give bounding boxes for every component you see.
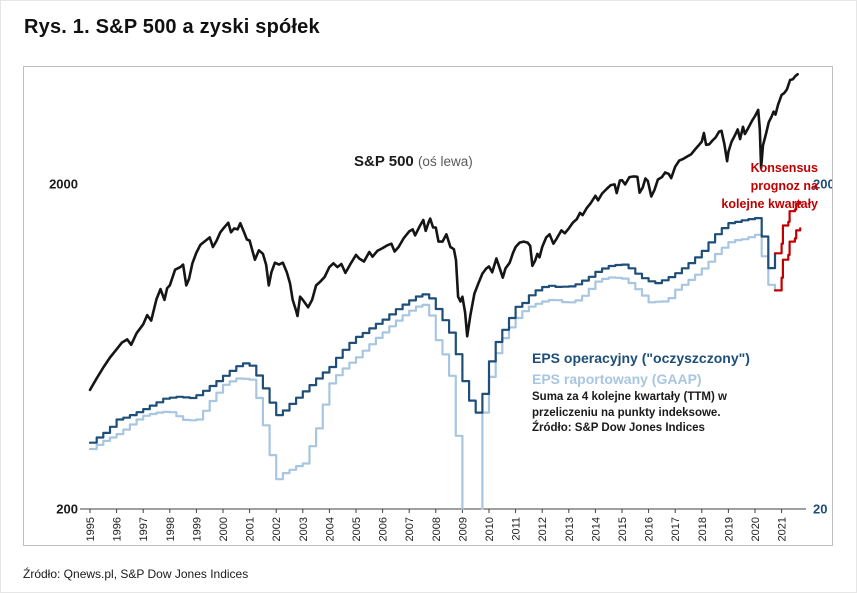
x-axis-tick-label: 2010 <box>484 517 496 541</box>
y-axis-right-label: 200 <box>813 177 832 192</box>
series-line-eps-3 <box>773 200 802 255</box>
series-group <box>88 73 802 510</box>
sp500-series-label: S&P 500 (oś lewa) <box>354 153 473 170</box>
x-axis-tick-label: 2000 <box>218 517 230 541</box>
consensus-annotation: Konsensus prognoz na kolejne kwartały <box>721 159 818 213</box>
x-axis-tick-label: 2018 <box>697 517 709 541</box>
x-axis-tick-label: 1996 <box>112 517 124 541</box>
series-line-sp500 <box>88 73 799 392</box>
series-line-eps-4 <box>773 227 802 292</box>
y-axis-right-label: 20 <box>813 502 827 517</box>
eps-reported-label: EPS raportowany (GAAP) <box>532 371 702 387</box>
series-line-eps-2 <box>88 233 777 510</box>
x-axis-tick-label: 2019 <box>723 517 735 541</box>
x-axis-tick-label: 2020 <box>750 517 762 541</box>
x-axis-tick-label: 2015 <box>617 517 629 541</box>
x-axis-tick-label: 2017 <box>670 517 682 541</box>
consensus-annotation-line1: Konsensus <box>750 161 818 175</box>
x-axis-tick-label: 1995 <box>85 517 97 541</box>
consensus-annotation-line2: prognoz na <box>750 179 818 193</box>
y-axis-left-label: 200 <box>56 502 78 517</box>
x-axis-tick-label: 2021 <box>777 517 789 541</box>
sp500-axis-hint: (oś lewa) <box>417 154 473 169</box>
series-line-eps-1 <box>88 217 777 444</box>
x-axis-tick-label: 1997 <box>138 517 150 541</box>
x-axis-tick-label: 2003 <box>298 517 310 541</box>
x-axis-tick-label: 2008 <box>431 517 443 541</box>
chart-area: 1995 1996 1997 1998 1999 2000 2001 2002 2003 2004… <box>23 66 833 546</box>
x-axis-tick-label: 2014 <box>590 517 602 541</box>
x-axis-tick-label: 2012 <box>537 517 549 541</box>
x-axis-tick-label: 2011 <box>511 517 523 541</box>
eps-note-line3: Źródło: S&P Dow Jones Indices <box>532 422 705 434</box>
x-axis-tick-label: 2009 <box>457 517 469 541</box>
x-axis-tick-label: 2013 <box>564 517 576 541</box>
x-axis-tick-label: 2002 <box>271 517 283 541</box>
eps-note-line1: Suma za 4 kolejne kwartały (TTM) w <box>532 391 727 403</box>
x-axis-tick-label: 2001 <box>245 517 257 541</box>
sp500-series-label-text: S&P 500 <box>354 153 414 170</box>
eps-legend-block: EPS operacyjny ("oczyszczony") EPS rapor… <box>532 348 750 437</box>
consensus-annotation-line3: kolejne kwartały <box>721 197 818 211</box>
x-axis-tick-label: 2016 <box>644 517 656 541</box>
x-axis-tick-label: 2004 <box>324 517 336 541</box>
x-axis-tick-label: 1999 <box>191 517 203 541</box>
eps-operating-label: EPS operacyjny ("oczyszczony") <box>532 350 750 366</box>
x-axis-tick-label: 1998 <box>165 517 177 541</box>
figure-source: Źródło: Qnews.pl, S&P Dow Jones Indices <box>23 567 249 581</box>
figure-title: Rys. 1. S&P 500 a zyski spółek <box>24 16 320 38</box>
x-axis-tick-label: 2005 <box>351 517 363 541</box>
eps-note-line2: przeliczeniu na punkty indeksowe. <box>532 406 721 419</box>
chart-canvas: 1995 1996 1997 1998 1999 2000 2001 2002 2003 2004… <box>49 73 832 541</box>
x-axis-tick-label: 2007 <box>404 517 416 541</box>
x-axis-tick-label: 2006 <box>378 517 390 541</box>
y-axis-left-label: 2000 <box>49 177 78 192</box>
